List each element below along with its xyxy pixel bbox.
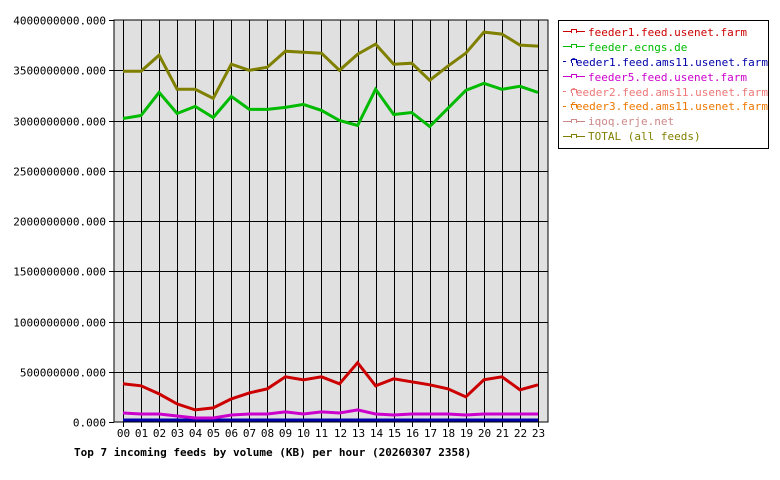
- x-tick-label: 03: [171, 427, 184, 440]
- legend-label: feeder.ecngs.de: [588, 40, 688, 54]
- x-tick-label: 06: [225, 427, 238, 440]
- legend-label: feeder1.feed.usenet.farm: [588, 25, 747, 39]
- x-tick-label: 15: [388, 427, 401, 440]
- legend-label: feeder2.feed.ams11.usenet.farm: [569, 85, 768, 99]
- y-tick-label: 1000000000.000: [13, 317, 106, 330]
- legend-line-marker-icon: [563, 132, 585, 142]
- x-tick-label: 04: [189, 427, 203, 440]
- legend-line-marker-icon: [563, 72, 585, 82]
- x-tick-label: 13: [352, 427, 365, 440]
- x-axis-ticks: 00 01 02 03 04 05 06 07 08 09 10 11 12 13 14 15 16 17 18 19…: [117, 422, 545, 440]
- legend-label: feeder3.feed.ams11.usenet.farm: [569, 100, 768, 114]
- legend-line-marker-icon: [563, 117, 585, 127]
- legend-line-marker-icon: [563, 42, 585, 52]
- y-tick-label: 500000000.000: [20, 367, 106, 380]
- y-tick-label: 3000000000.000: [13, 116, 106, 129]
- legend-item: feeder1.feed.ams11.usenet.farm: [559, 55, 768, 70]
- x-tick-label: 22: [514, 427, 527, 440]
- series-line-feeder5-feed-usenet-farm: [122, 408, 538, 420]
- legend-label: iqoq.erje.net: [588, 115, 675, 129]
- legend-item: feeder.ecngs.de: [559, 40, 768, 55]
- x-tick-label: 01: [135, 427, 148, 440]
- data-series: [122, 30, 539, 422]
- legend-label: feeder1.feed.ams11.usenet.farm: [569, 55, 768, 69]
- x-tick-label: 20: [478, 427, 491, 440]
- legend-line-marker-icon: [563, 57, 577, 67]
- y-tick-label: 4000000000.000: [13, 15, 106, 28]
- legend-item: feeder5.feed.usenet.farm: [559, 70, 768, 85]
- grid-lines: [114, 20, 548, 422]
- legend: feeder1.feed.usenet.farm feeder.ecngs.de f…: [558, 20, 769, 149]
- y-axis-ticks: 0.000 500000000.000 1000000000.000 15000000…: [13, 15, 114, 430]
- legend-item: TOTAL (all feeds): [559, 129, 768, 144]
- x-tick-label: 00: [117, 427, 130, 440]
- y-tick-label: 1500000000.000: [13, 266, 106, 279]
- series-line-total-all-feeds-: [123, 30, 539, 101]
- series-line-feeder-ecngs-de: [122, 81, 539, 129]
- x-tick-label: 07: [243, 427, 256, 440]
- x-tick-label: 02: [153, 427, 166, 440]
- legend-line-marker-icon: [563, 27, 585, 37]
- legend-line-marker-icon: [563, 102, 577, 112]
- chart-title: Top 7 incoming feeds by volume (KB) per …: [74, 446, 471, 459]
- x-tick-label: 11: [315, 427, 328, 440]
- x-tick-label: 08: [261, 427, 274, 440]
- legend-label: TOTAL (all feeds): [588, 130, 701, 144]
- y-tick-label: 2500000000.000: [13, 166, 106, 179]
- series-line-feeder1-feed-usenet-farm: [122, 360, 539, 412]
- x-tick-label: 16: [406, 427, 419, 440]
- x-tick-label: 05: [207, 427, 220, 440]
- x-tick-label: 12: [334, 427, 347, 440]
- x-tick-label: 21: [496, 427, 509, 440]
- legend-item: feeder2.feed.ams11.usenet.farm: [559, 85, 768, 100]
- x-tick-label: 18: [442, 427, 455, 440]
- x-tick-label: 19: [460, 427, 473, 440]
- x-tick-label: 14: [370, 427, 384, 440]
- y-tick-label: 2000000000.000: [13, 216, 106, 229]
- y-tick-label: 0.000: [73, 417, 106, 430]
- x-tick-label: 09: [279, 427, 292, 440]
- x-tick-label: 17: [424, 427, 437, 440]
- x-tick-label: 10: [297, 427, 310, 440]
- legend-item: iqoq.erje.net: [559, 114, 768, 129]
- y-tick-label: 3500000000.000: [13, 65, 106, 78]
- legend-item: feeder1.feed.usenet.farm: [559, 25, 768, 40]
- legend-item: feeder3.feed.ams11.usenet.farm: [559, 99, 768, 114]
- legend-label: feeder5.feed.usenet.farm: [588, 70, 747, 84]
- legend-line-marker-icon: [563, 87, 577, 97]
- x-tick-label: 23: [532, 427, 545, 440]
